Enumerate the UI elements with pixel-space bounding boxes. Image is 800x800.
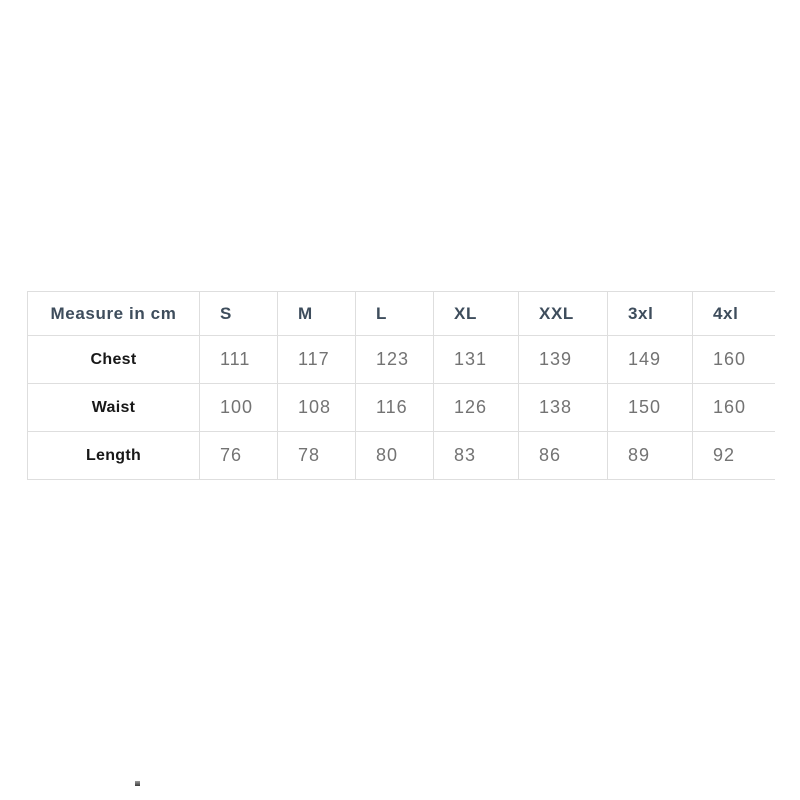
size-chart-table: Measure in cm S M L XL XXL 3xl 4xl Chest… (27, 291, 775, 480)
value-cell: 83 (433, 431, 519, 480)
value-cell: 111 (199, 335, 278, 384)
value-cell: 86 (518, 431, 608, 480)
row-label-chest: Chest (27, 335, 200, 384)
value-cell: 160 (692, 383, 775, 432)
header-measure-in-cm: Measure in cm (27, 291, 200, 336)
value-cell: 123 (355, 335, 434, 384)
header-size-m: M (277, 291, 356, 336)
table-row-waist: Waist 100 108 116 126 138 150 160 (27, 383, 775, 432)
header-size-3xl: 3xl (607, 291, 693, 336)
header-size-xl: XL (433, 291, 519, 336)
value-cell: 160 (692, 335, 775, 384)
value-cell: 126 (433, 383, 519, 432)
value-cell: 89 (607, 431, 693, 480)
value-cell: 149 (607, 335, 693, 384)
header-row: Measure in cm S M L XL XXL 3xl 4xl (27, 291, 775, 336)
table-row-length: Length 76 78 80 83 86 89 92 (27, 431, 775, 480)
row-label-waist: Waist (27, 383, 200, 432)
value-cell: 139 (518, 335, 608, 384)
header-size-s: S (199, 291, 278, 336)
value-cell: 78 (277, 431, 356, 480)
value-cell: 116 (355, 383, 434, 432)
value-cell: 138 (518, 383, 608, 432)
header-size-4xl: 4xl (692, 291, 775, 336)
value-cell: 100 (199, 383, 278, 432)
value-cell: 117 (277, 335, 356, 384)
value-cell: 150 (607, 383, 693, 432)
header-size-l: L (355, 291, 434, 336)
row-label-length: Length (27, 431, 200, 480)
tiny-artifact-dot (135, 781, 140, 786)
table-row-chest: Chest 111 117 123 131 139 149 160 (27, 335, 775, 384)
value-cell: 108 (277, 383, 356, 432)
value-cell: 76 (199, 431, 278, 480)
value-cell: 80 (355, 431, 434, 480)
header-size-xxl: XXL (518, 291, 608, 336)
value-cell: 131 (433, 335, 519, 384)
size-chart-container: Measure in cm S M L XL XXL 3xl 4xl Chest… (27, 291, 775, 480)
value-cell: 92 (692, 431, 775, 480)
